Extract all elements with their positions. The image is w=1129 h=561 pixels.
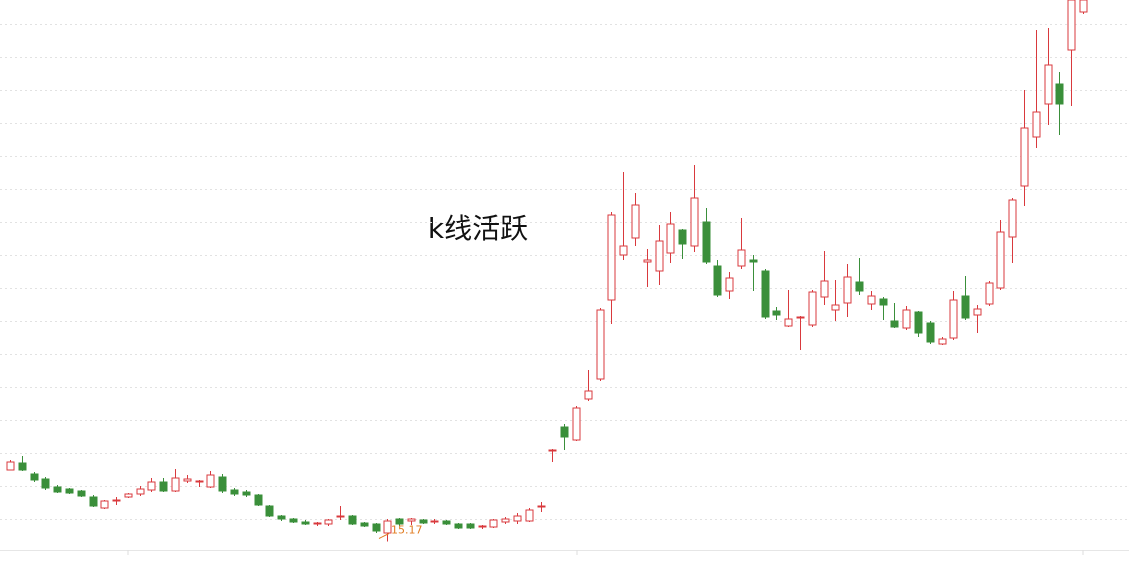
candle-body <box>242 491 251 496</box>
candle-body <box>560 426 569 438</box>
chart-title: k线活跃 <box>428 212 528 245</box>
candle-body <box>513 515 522 522</box>
candle-body <box>619 245 628 256</box>
candle-body <box>324 519 333 525</box>
candle-body <box>926 322 935 343</box>
candle-body <box>666 223 675 254</box>
candle-body <box>407 518 416 522</box>
candle-body <box>890 320 899 328</box>
candle-body <box>1032 111 1041 138</box>
candle-body <box>147 481 156 491</box>
candle-body <box>902 309 911 329</box>
candle-body <box>843 276 852 304</box>
candle-body <box>195 480 204 483</box>
candle-body <box>985 282 994 305</box>
candle-body <box>30 473 39 481</box>
candle-body <box>383 520 392 534</box>
candle-body <box>973 308 982 316</box>
candle-body <box>678 229 687 245</box>
candle-body <box>655 240 664 272</box>
candle-body <box>442 520 451 525</box>
candle-body <box>395 518 404 525</box>
candle-body <box>1055 83 1064 105</box>
candle-body <box>820 280 829 298</box>
candle-body <box>501 518 510 523</box>
candle-body <box>301 521 310 525</box>
candle-body <box>772 310 781 316</box>
candle-body <box>360 522 369 527</box>
candle-body <box>1044 64 1053 105</box>
candle-body <box>643 259 652 263</box>
candle-body <box>489 519 498 528</box>
candle-body <box>548 449 557 452</box>
candle-body <box>537 505 546 508</box>
candle-body <box>112 499 121 502</box>
candle-body <box>702 221 711 263</box>
candle-body <box>277 515 286 520</box>
candle-body <box>1079 0 1088 13</box>
candle-body <box>631 204 640 239</box>
candle-body <box>372 523 381 532</box>
candle-body <box>430 520 439 523</box>
candle-body <box>159 481 168 492</box>
candle-body <box>949 299 958 339</box>
candle-body <box>690 197 699 247</box>
candle-body <box>914 311 923 334</box>
candle-body <box>784 318 793 327</box>
candle-body <box>6 461 15 471</box>
candle-body <box>289 518 298 523</box>
candle-body <box>1020 127 1029 187</box>
candle-body <box>584 390 593 400</box>
candle-body <box>183 478 192 482</box>
candle-body <box>41 478 50 489</box>
candle-body <box>171 477 180 492</box>
candle-body <box>100 500 109 509</box>
candle-body <box>996 231 1005 289</box>
candle-body <box>808 291 817 326</box>
candle-body <box>124 493 133 498</box>
candle-body <box>867 295 876 305</box>
candle-body <box>737 249 746 267</box>
candle-body <box>525 509 534 522</box>
candle-body <box>725 277 734 292</box>
low-arrow <box>378 533 390 539</box>
candle-body <box>254 494 263 506</box>
low-label: 15.17 <box>391 524 423 537</box>
candle-body <box>831 304 840 311</box>
candle-body <box>1008 199 1017 238</box>
candle-body <box>206 474 215 488</box>
candle-body <box>749 259 758 263</box>
candle-body <box>855 281 864 292</box>
candle-body <box>1067 0 1076 51</box>
candle-body <box>218 476 227 492</box>
candle-body <box>466 523 475 529</box>
candle-body <box>53 486 62 493</box>
candle-body <box>336 515 345 518</box>
candle-body <box>478 525 487 528</box>
candle-body <box>796 316 805 319</box>
candle-body <box>761 270 770 318</box>
candle-body <box>419 519 428 524</box>
candle-body <box>607 214 616 301</box>
candle-body <box>348 515 357 525</box>
candle-body <box>596 309 605 380</box>
plot: 15.17 <box>0 0 1129 542</box>
candle-body <box>454 523 463 529</box>
candle-body <box>572 407 581 441</box>
candle-body <box>65 488 74 494</box>
candle-body <box>265 505 274 517</box>
candle-body <box>89 496 98 507</box>
candle-body <box>230 489 239 495</box>
candle-body <box>313 522 322 525</box>
candle-body <box>713 265 722 296</box>
candle-body <box>961 295 970 319</box>
candle-body <box>938 338 947 345</box>
candle-body <box>879 298 888 306</box>
candle-body <box>136 488 145 495</box>
candle-body <box>77 490 86 497</box>
candle-body <box>18 462 27 471</box>
